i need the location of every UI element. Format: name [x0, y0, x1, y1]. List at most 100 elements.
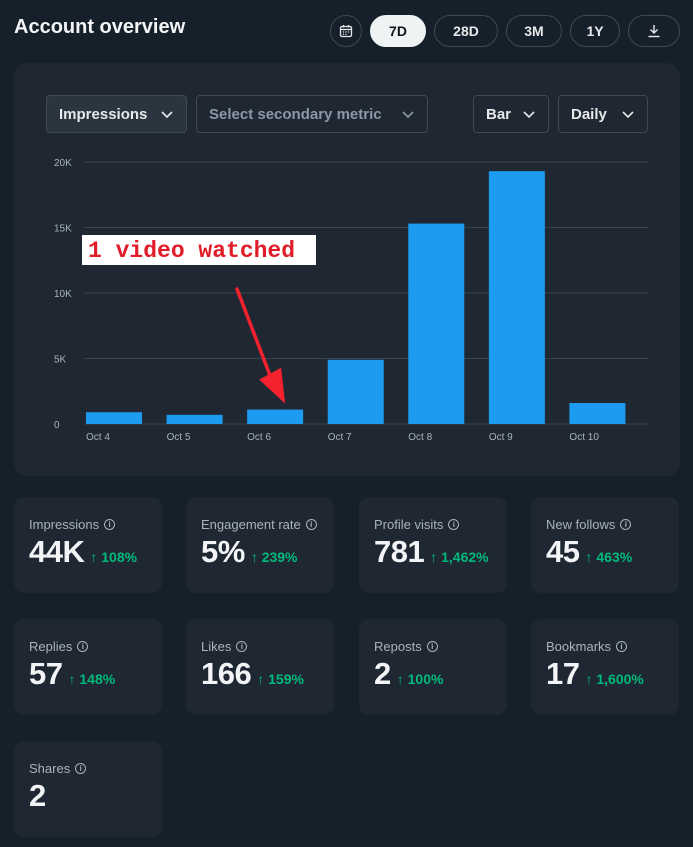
calendar-icon	[339, 25, 353, 38]
annotation-box	[82, 235, 316, 265]
stat-value: 45 ↑ 463%	[546, 534, 632, 570]
secondary-metric-select[interactable]: Select secondary metric	[196, 95, 428, 133]
stat-tile-engagement-rate: Engagement rate i 5% ↑ 239%	[186, 497, 334, 593]
y-tick-label: 5K	[54, 355, 67, 366]
stat-value: 166 ↑ 159%	[201, 656, 304, 692]
stat-value-text: 44K	[29, 534, 85, 569]
date-range-selector: 7D 28D 3M 1Y	[330, 15, 680, 47]
info-icon[interactable]: i	[75, 763, 87, 774]
stat-label-text: Shares	[29, 761, 71, 776]
stat-label-text: Likes	[201, 639, 232, 654]
stat-change: ↑ 100%	[396, 671, 444, 687]
stat-value-text: 17	[546, 656, 580, 691]
download-icon	[648, 25, 660, 38]
stat-tile-likes: Likes i 166 ↑ 159%	[186, 619, 334, 715]
info-icon[interactable]: i	[104, 519, 116, 530]
stat-value: 5% ↑ 239%	[201, 534, 298, 570]
chart-card: Impressions Select secondary metric Bar …	[14, 63, 680, 476]
primary-metric-select[interactable]: Impressions	[46, 95, 187, 133]
stat-value-text: 2	[374, 656, 391, 691]
stat-value: 44K ↑ 108%	[29, 534, 137, 570]
stat-tile-replies: Replies i 57 ↑ 148%	[14, 619, 162, 715]
stat-value: 57 ↑ 148%	[29, 656, 115, 692]
y-tick-label: 15K	[54, 224, 72, 235]
x-tick-label: Oct 7	[328, 432, 352, 443]
chart-bar	[247, 409, 304, 424]
info-icon[interactable]: i	[616, 641, 628, 652]
x-tick-label: Oct 9	[489, 432, 513, 443]
range-28d-button[interactable]: 28D	[434, 15, 498, 47]
x-tick-label: Oct 5	[167, 432, 191, 443]
info-icon[interactable]: i	[426, 641, 438, 652]
x-tick-label: Oct 6	[247, 432, 271, 443]
stat-label: Replies i	[29, 639, 89, 654]
period-label: Daily	[571, 105, 607, 123]
page-title: Account overview	[14, 16, 186, 38]
stat-tile-new-follows: New follows i 45 ↑ 463%	[531, 497, 679, 593]
chart-bar	[569, 403, 626, 424]
chevron-down-icon	[161, 111, 173, 119]
stat-label: Reposts i	[374, 639, 438, 654]
stat-value: 781 ↑ 1,462%	[374, 534, 489, 570]
info-icon[interactable]: i	[305, 519, 317, 530]
y-tick-label: 10K	[54, 289, 72, 300]
stat-label-text: Profile visits	[374, 517, 444, 532]
stat-value-text: 781	[374, 534, 425, 569]
stat-value-text: 45	[546, 534, 580, 569]
info-icon[interactable]: i	[236, 641, 248, 652]
stat-value: 2	[29, 778, 52, 814]
stat-value: 17 ↑ 1,600%	[546, 656, 644, 692]
x-tick-label: Oct 4	[86, 432, 110, 443]
chart-bar	[166, 414, 223, 424]
stat-value-text: 5%	[201, 534, 245, 569]
calendar-button[interactable]	[330, 15, 362, 47]
period-select[interactable]: Daily	[558, 95, 648, 133]
download-button[interactable]	[628, 15, 680, 47]
stat-tile-bookmarks: Bookmarks i 17 ↑ 1,600%	[531, 619, 679, 715]
chart-type-select[interactable]: Bar	[473, 95, 549, 133]
primary-metric-label: Impressions	[59, 105, 148, 123]
range-3m-button[interactable]: 3M	[506, 15, 562, 47]
info-icon[interactable]: i	[620, 519, 632, 530]
chart-bar	[327, 359, 384, 424]
range-7d-button[interactable]: 7D	[370, 15, 426, 47]
chart-bar	[408, 223, 465, 424]
stat-value-text: 166	[201, 656, 252, 691]
impressions-bar-chart: 0 5K 10K 15K 20K Oct 4 Oct 5 Oct 6 Oct 7 Oct 8 Oct…	[54, 158, 648, 443]
stat-label: Profile visits i	[374, 517, 460, 532]
stat-tile-profile-visits: Profile visits i 781 ↑ 1,462%	[359, 497, 507, 593]
chevron-down-icon	[402, 111, 414, 119]
annotation-text: 1 video watched	[88, 238, 295, 264]
chart-type-label: Bar	[486, 105, 512, 123]
x-tick-label: Oct 8	[408, 432, 432, 443]
stat-change: ↑ 463%	[585, 549, 633, 565]
stat-label-text: Reposts	[374, 639, 422, 654]
chart-bar	[86, 412, 142, 424]
stat-label: New follows i	[546, 517, 632, 532]
stat-change: ↑ 108%	[90, 549, 138, 565]
chart-bar	[488, 171, 545, 424]
stat-value: 2 ↑ 100%	[374, 656, 443, 692]
stat-tile-shares: Shares i 2	[14, 741, 162, 837]
stat-change: ↑ 1,462%	[430, 549, 489, 565]
x-tick-label: Oct 10	[569, 432, 599, 443]
y-tick-label: 0	[54, 420, 60, 431]
chevron-down-icon	[523, 111, 535, 119]
range-1y-button[interactable]: 1Y	[570, 15, 620, 47]
secondary-metric-placeholder: Select secondary metric	[209, 105, 382, 123]
stat-tile-impressions: Impressions i 44K ↑ 108%	[14, 497, 162, 593]
annotation-arrow	[235, 287, 275, 386]
stat-change: ↑ 1,600%	[585, 671, 644, 687]
stat-change: ↑ 159%	[257, 671, 304, 687]
stat-change: ↑ 148%	[68, 671, 116, 687]
stat-label-text: New follows	[546, 517, 616, 532]
info-icon[interactable]: i	[77, 641, 89, 652]
stat-change: ↑ 239%	[250, 549, 298, 565]
y-tick-label: 20K	[54, 158, 72, 169]
stat-label: Engagement rate i	[201, 517, 317, 532]
stat-label: Impressions i	[29, 517, 116, 532]
stat-label-text: Engagement rate	[201, 517, 301, 532]
chevron-down-icon	[622, 111, 634, 119]
stat-value-text: 2	[29, 778, 46, 813]
info-icon[interactable]: i	[448, 519, 460, 530]
